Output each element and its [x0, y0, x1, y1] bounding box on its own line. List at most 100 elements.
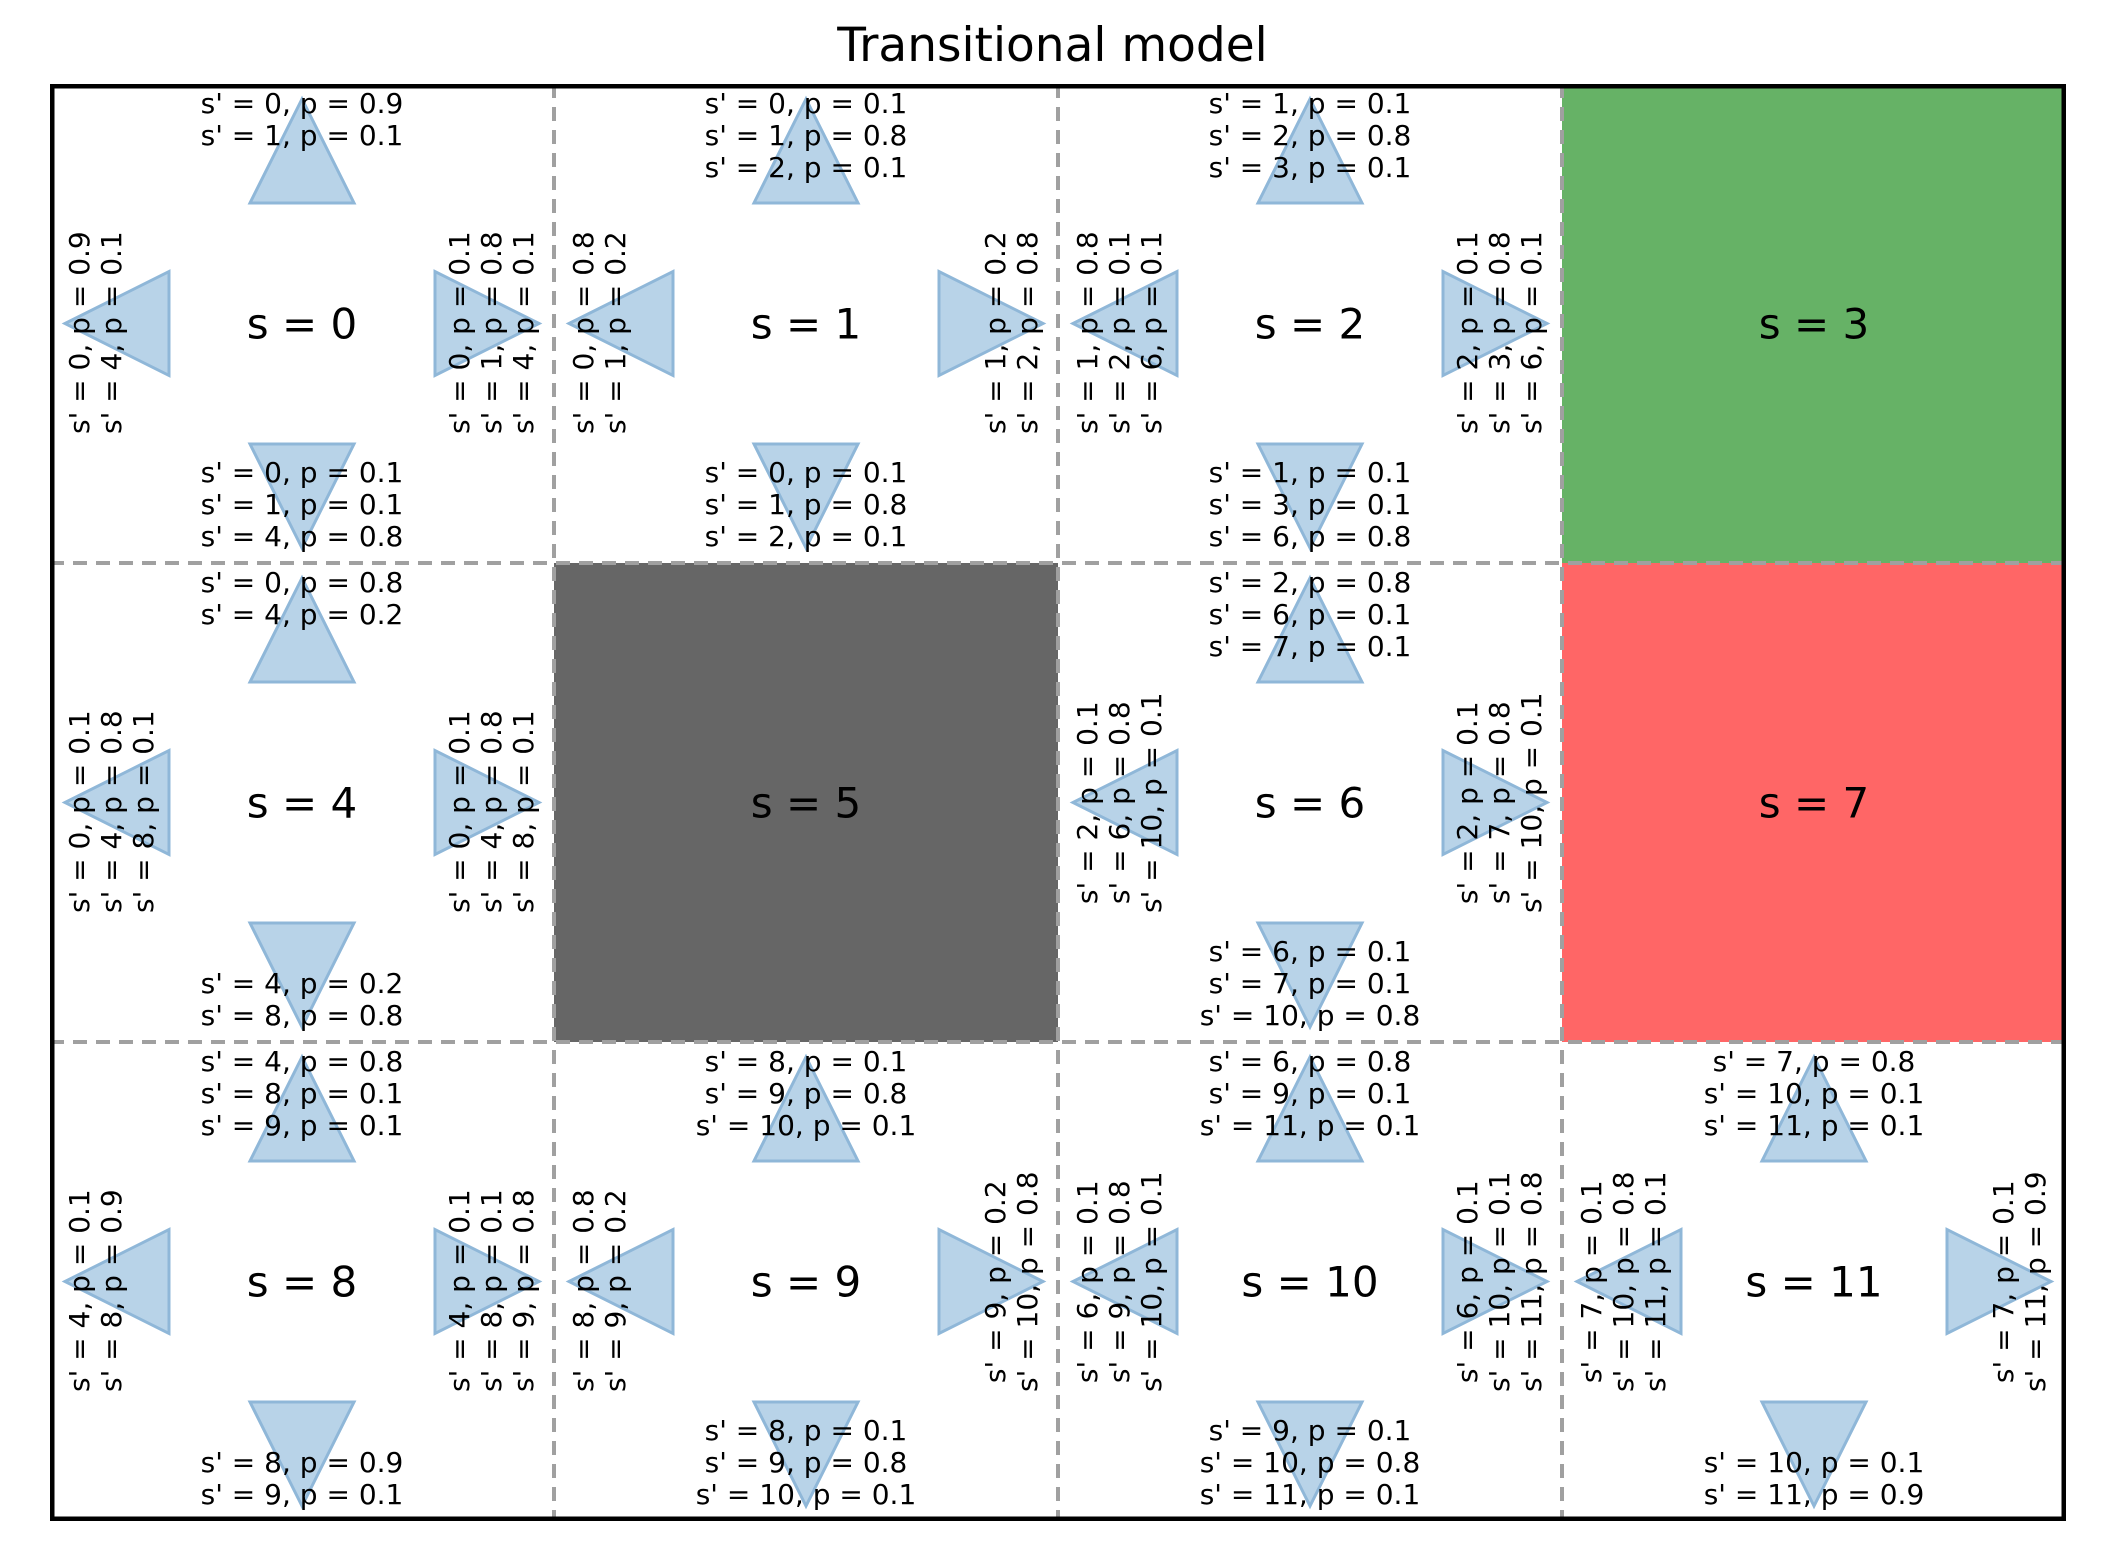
transition-entry: s' = 9, p = 0.2 — [599, 1188, 632, 1392]
transition-entry: s' = 0, p = 0.1 — [443, 230, 476, 434]
transition-entry: s' = 7, p = 0.1 — [1208, 967, 1412, 1000]
transition-entry: s' = 10, p = 0.8 — [1199, 1446, 1421, 1479]
transition-left-lines: s' = 8, p = 0.8 s' = 9, p = 0.2 — [567, 1188, 632, 1392]
transition-entry: s' = 0, p = 0.1 — [200, 456, 404, 489]
transition-entry: s' = 1, p = 0.8 — [475, 230, 508, 434]
transition-entry: s' = 9, p = 0.1 — [1208, 1077, 1412, 1110]
arrow-left-icon — [61, 1227, 171, 1336]
state-label: s = 10 — [1241, 1257, 1379, 1306]
transition-entry: s' = 9, p = 0.2 — [979, 1179, 1012, 1383]
transition-entry: s' = 10, p = 0.1 — [1703, 1077, 1925, 1110]
arrow-left-icon — [565, 1227, 675, 1336]
transition-entry: s' = 7, p = 0.8 — [1483, 700, 1516, 904]
arrow-left-icon — [61, 748, 171, 857]
transition-entry: s' = 0, p = 0.8 — [200, 566, 404, 599]
transition-entry: s' = 4, p = 0.1 — [63, 1188, 96, 1392]
transition-entry: s' = 3, p = 0.8 — [1483, 230, 1516, 434]
transition-entry: s' = 10, p = 0.1 — [1515, 691, 1548, 913]
transition-entry: s' = 1, p = 0.1 — [200, 488, 404, 521]
transition-entry: s' = 9, p = 0.1 — [200, 1478, 404, 1511]
transition-entry: s' = 9, p = 0.8 — [704, 1077, 908, 1110]
transition-entry: s' = 6, p = 0.1 — [1071, 1179, 1104, 1383]
transition-entry: s' = 8, p = 0.1 — [507, 709, 540, 913]
transition-entry: s' = 7, p = 0.1 — [1987, 1179, 2020, 1383]
transition-left-lines: s' = 0, p = 0.1 s' = 4, p = 0.8 s' = 8, p … — [63, 709, 160, 913]
transition-entry: s' = 3, p = 0.1 — [1208, 151, 1412, 184]
transition-right-lines: s' = 2, p = 0.1 s' = 3, p = 0.8 s' = 6, p … — [1451, 230, 1548, 434]
transition-entry: s' = 7, p = 0.1 — [1575, 1179, 1608, 1383]
arrow-right-icon — [937, 1227, 1047, 1336]
transition-entry: s' = 9, p = 0.1 — [1208, 1414, 1412, 1447]
transition-entry: s' = 7, p = 0.1 — [1208, 630, 1412, 663]
transition-up-text: s' = 1, p = 0.1 s' = 2, p = 0.8 s' = 3, p … — [1110, 88, 1510, 184]
arrow-up-icon — [1255, 95, 1365, 205]
transition-entry: s' = 1, p = 0.2 — [599, 230, 632, 434]
transition-entry: s' = 11, p = 0.9 — [1703, 1478, 1925, 1511]
transition-up-text: s' = 0, p = 0.1 s' = 1, p = 0.8 s' = 2, p … — [606, 88, 1006, 184]
transition-entry: s' = 2, p = 0.1 — [704, 151, 908, 184]
transition-entry: s' = 10, p = 0.8 — [1199, 999, 1421, 1032]
arrow-down-icon — [1255, 442, 1365, 552]
arrow-up-icon — [751, 95, 861, 205]
transition-right-lines: s' = 1, p = 0.2 s' = 2, p = 0.8 — [979, 231, 1044, 434]
transition-down-text: s' = 8, p = 0.1 s' = 9, p = 0.8 s' = 10, p… — [606, 1415, 1006, 1511]
arrow-down-icon — [247, 921, 357, 1031]
arrow-right-icon — [1945, 1227, 2055, 1336]
transition-left-lines: s' = 1, p = 0.8 s' = 2, p = 0.1 s' = 6, p … — [1071, 230, 1168, 434]
diagram-title: Transitional model — [837, 18, 1268, 73]
transition-right-lines: s' = 9, p = 0.2 s' = 10, p = 0.8 — [979, 1170, 1044, 1392]
transition-entry: s' = 11, p = 0.8 — [1515, 1170, 1548, 1392]
transition-entry: s' = 10, p = 0.8 — [1607, 1170, 1640, 1392]
arrow-up-icon — [247, 95, 357, 205]
arrow-left-icon — [1069, 748, 1179, 857]
arrow-down-icon — [247, 442, 357, 552]
state-label: s = 3 — [1758, 299, 1870, 348]
arrow-right-icon — [1441, 748, 1551, 857]
transition-entry: s' = 2, p = 0.1 — [1103, 230, 1136, 434]
transition-entry: s' = 0, p = 0.1 — [704, 456, 908, 489]
arrow-up-icon — [247, 1053, 357, 1163]
transition-entry: s' = 4, p = 0.8 — [95, 709, 128, 913]
transition-entry: s' = 9, p = 0.8 — [704, 1446, 908, 1479]
transition-entry: s' = 4, p = 0.8 — [200, 1045, 404, 1078]
transition-entry: s' = 10, p = 0.8 — [1011, 1170, 1044, 1392]
transition-left-lines: s' = 0, p = 0.8 s' = 1, p = 0.2 — [567, 230, 632, 434]
transition-entry: s' = 8, p = 0.8 — [200, 999, 404, 1032]
state-label: s = 6 — [1254, 778, 1366, 827]
transition-entry: s' = 10, p = 0.1 — [1703, 1446, 1925, 1479]
transition-entry: s' = 1, p = 0.1 — [1208, 456, 1412, 489]
transition-entry: s' = 7, p = 0.8 — [1712, 1045, 1916, 1078]
arrow-up-icon — [247, 574, 357, 684]
transition-entry: s' = 9, p = 0.8 — [507, 1188, 540, 1392]
transition-entry: s' = 6, p = 0.8 — [1208, 1045, 1412, 1078]
arrow-right-icon — [937, 269, 1047, 378]
transition-up-text: s' = 0, p = 0.9 s' = 1, p = 0.1 — [102, 88, 502, 152]
transition-left-lines: s' = 6, p = 0.1 s' = 9, p = 0.8 s' = 10, p… — [1071, 1171, 1168, 1392]
arrow-down-icon — [247, 1400, 357, 1510]
transition-entry: s' = 11, p = 0.1 — [1199, 1478, 1421, 1511]
arrow-down-icon — [1255, 921, 1365, 1031]
transition-down-text: s' = 0, p = 0.1 s' = 1, p = 0.1 s' = 4, p … — [102, 457, 502, 553]
cell-trap-background — [1562, 563, 2066, 1042]
transition-entry: s' = 6, p = 0.1 — [1208, 935, 1412, 968]
transition-down-text: s' = 4, p = 0.2 s' = 8, p = 0.8 — [102, 968, 502, 1032]
transition-right-lines: s' = 0, p = 0.1 s' = 1, p = 0.8 s' = 4, p … — [443, 230, 540, 434]
transition-entry: s' = 8, p = 0.1 — [475, 1188, 508, 1392]
transition-entry: s' = 1, p = 0.8 — [704, 488, 908, 521]
transition-entry: s' = 4, p = 0.1 — [95, 230, 128, 434]
transition-entry: s' = 8, p = 0.1 — [127, 709, 160, 913]
transition-entry: s' = 8, p = 0.1 — [704, 1045, 908, 1078]
arrow-down-icon — [751, 1400, 861, 1510]
transition-entry: s' = 6, p = 0.8 — [1208, 520, 1412, 553]
transition-entry: s' = 11, p = 0.9 — [2019, 1170, 2052, 1392]
arrow-right-icon — [1441, 1227, 1551, 1336]
arrow-right-icon — [1441, 269, 1551, 378]
transition-entry: s' = 6, p = 0.1 — [1451, 1179, 1484, 1383]
transition-left-lines: s' = 7, p = 0.1 s' = 10, p = 0.8 s' = 11, … — [1575, 1170, 1672, 1392]
transition-entry: s' = 10, p = 0.1 — [695, 1478, 917, 1511]
transition-up-text: s' = 2, p = 0.8 s' = 6, p = 0.1 s' = 7, p … — [1110, 567, 1510, 663]
transition-entry: s' = 9, p = 0.8 — [1103, 1179, 1136, 1383]
transition-down-text: s' = 8, p = 0.9 s' = 9, p = 0.1 — [102, 1447, 502, 1511]
transition-entry: s' = 0, p = 0.1 — [704, 87, 908, 120]
transition-left-lines: s' = 2, p = 0.1 s' = 6, p = 0.8 s' = 10, p… — [1071, 692, 1168, 913]
